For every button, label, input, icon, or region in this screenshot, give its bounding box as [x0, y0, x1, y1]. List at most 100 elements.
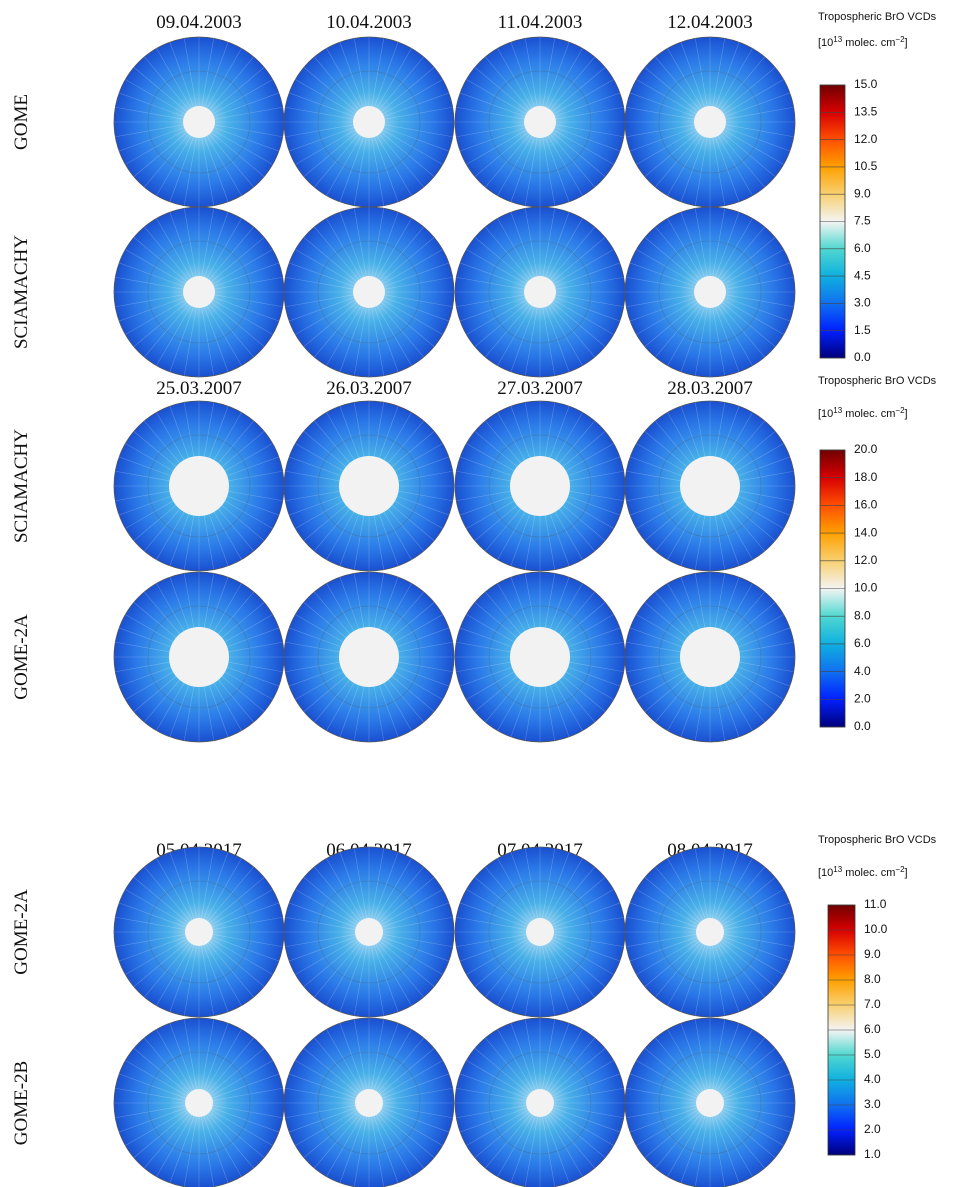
- meridian: [630, 297, 696, 322]
- meridian: [712, 848, 726, 919]
- meridian: [303, 132, 357, 177]
- meridian: [510, 1116, 536, 1183]
- meridian: [383, 297, 449, 322]
- meridian: [636, 79, 697, 115]
- meridian: [379, 940, 435, 987]
- meridian: [374, 136, 399, 202]
- meridian: [485, 134, 530, 188]
- meridian: [353, 848, 367, 919]
- parallel: [317, 70, 421, 174]
- meridian: [125, 129, 186, 165]
- meridian: [717, 305, 753, 366]
- meridian: [303, 602, 347, 638]
- meridian: [285, 276, 354, 290]
- meridian: [553, 1105, 624, 1119]
- meridian: [394, 614, 443, 643]
- parallel: [147, 605, 251, 709]
- meridian: [542, 208, 556, 277]
- meridian: [289, 92, 355, 117]
- parallel: [147, 70, 251, 174]
- meridian: [228, 661, 283, 673]
- meridian: [715, 136, 740, 202]
- meridian: [626, 470, 681, 482]
- meridian: [209, 134, 254, 188]
- meridian: [474, 67, 528, 112]
- meridian: [553, 1087, 624, 1101]
- meridian: [680, 577, 701, 629]
- meridian: [680, 42, 705, 108]
- parallel: [317, 880, 421, 984]
- meridian: [553, 934, 624, 948]
- meridian: [379, 56, 424, 110]
- meridian: [667, 943, 704, 1006]
- meridian: [466, 249, 527, 285]
- meridian: [376, 305, 412, 366]
- meridian: [553, 79, 614, 115]
- meridian: [497, 1029, 534, 1092]
- meridian: [382, 1107, 449, 1133]
- meridian: [655, 226, 700, 280]
- meridian: [206, 218, 242, 279]
- meridian: [210, 1060, 273, 1097]
- meridian: [456, 294, 525, 308]
- meridian: [314, 1113, 361, 1169]
- meridian: [289, 1107, 356, 1133]
- meridian: [545, 306, 570, 372]
- colorbar-tick-label: 10.0: [854, 581, 878, 595]
- meridian: [339, 212, 364, 278]
- meridian: [729, 591, 765, 635]
- meridian: [555, 276, 624, 290]
- meridian: [373, 945, 399, 1012]
- meridian: [630, 495, 682, 516]
- pole-gap: [680, 627, 740, 687]
- meridian: [133, 132, 187, 177]
- meridian: [549, 514, 570, 566]
- meridian: [326, 305, 362, 366]
- meridian: [384, 294, 453, 308]
- meridian: [339, 406, 360, 458]
- meridian: [719, 514, 740, 566]
- meridian: [285, 124, 354, 138]
- meridian: [383, 682, 412, 731]
- pole-gap: [339, 627, 399, 687]
- pole-gap: [185, 918, 213, 946]
- pole-gap: [353, 276, 385, 308]
- meridian: [510, 306, 535, 372]
- meridian: [474, 1111, 530, 1158]
- meridian: [213, 412, 242, 461]
- meridian: [383, 92, 449, 117]
- meridian: [720, 940, 776, 987]
- meridian: [474, 940, 530, 987]
- meridian: [314, 420, 350, 464]
- meridian: [729, 508, 765, 552]
- meridian: [460, 495, 512, 516]
- meridian: [221, 676, 265, 712]
- meridian: [630, 262, 696, 287]
- meridian: [474, 132, 528, 177]
- meridian: [466, 129, 527, 165]
- meridian: [156, 583, 185, 632]
- polar-map: [454, 1017, 626, 1187]
- meridian: [213, 92, 279, 117]
- pole-gap: [185, 1089, 213, 1117]
- meridian: [381, 132, 435, 177]
- meridian: [285, 1087, 356, 1101]
- meridian: [295, 938, 358, 975]
- meridian: [739, 470, 794, 482]
- meridian: [211, 67, 265, 112]
- polar-map: [283, 1017, 455, 1187]
- meridian: [714, 1023, 740, 1090]
- meridian: [550, 1048, 606, 1095]
- meridian: [546, 943, 583, 1006]
- meridian: [133, 1111, 189, 1158]
- meridian: [542, 307, 556, 376]
- meridian: [550, 56, 595, 110]
- meridian: [626, 661, 681, 673]
- meridian: [380, 889, 443, 926]
- meridian: [183, 1019, 197, 1090]
- meridian: [550, 134, 595, 188]
- meridian: [636, 249, 697, 285]
- meridian: [285, 470, 340, 482]
- meridian: [371, 38, 385, 107]
- meridian: [547, 305, 583, 366]
